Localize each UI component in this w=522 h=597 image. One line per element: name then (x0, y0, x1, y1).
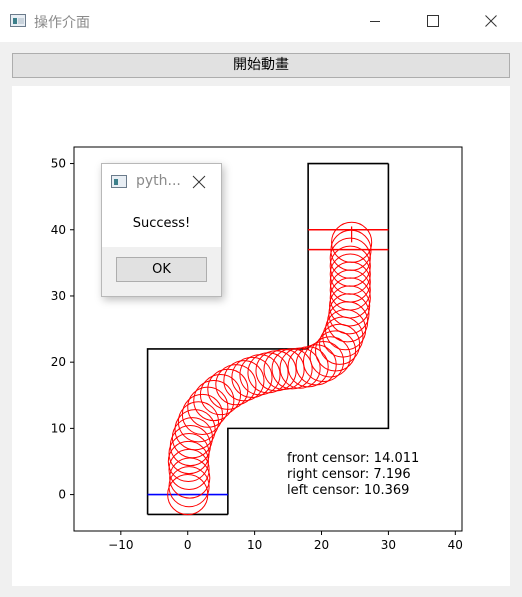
sensor-readout-1: right censor: 7.196 (287, 467, 411, 482)
car-circle-13 (199, 374, 242, 416)
car-circle-9 (177, 401, 219, 443)
car-circle-7 (171, 417, 213, 459)
car-circle-28 (315, 330, 357, 372)
y-tick-label-30: 30 (51, 289, 66, 303)
close-icon (485, 15, 497, 27)
minimize-icon (370, 21, 380, 22)
x-tick-label--10: −10 (108, 538, 133, 552)
car-circle-25 (295, 344, 337, 386)
close-button[interactable] (468, 0, 514, 42)
car-circle-4 (167, 440, 209, 483)
x-tick-label-40: 40 (448, 538, 463, 552)
car-circle-17 (231, 356, 273, 398)
car-circle-22 (271, 348, 313, 390)
sensor-readout-0: front censor: 14.011 (287, 451, 419, 466)
car-circle-40 (329, 237, 371, 279)
app-window-icon (10, 14, 26, 27)
y-tick-label-0: 0 (58, 488, 66, 502)
start-animation-button[interactable]: 開始動畫 (12, 53, 510, 78)
car-path-layer (167, 221, 373, 516)
axes-frame (73, 146, 463, 532)
y-tick-label-10: 10 (51, 421, 66, 435)
car-circle-39 (329, 245, 371, 287)
car-circle-42 (331, 221, 373, 263)
dialog-footer: OK (102, 247, 221, 296)
y-tick-label-20: 20 (51, 355, 66, 369)
car-circle-38 (329, 253, 371, 295)
plot-canvas: −10 0 10 20 30 40 0 10 20 30 40 50 front censor: 14… (12, 86, 510, 586)
car-circle-21 (263, 348, 305, 391)
plot-svg: −10 0 10 20 30 40 0 10 20 30 40 50 front censor: 14… (51, 146, 463, 552)
maximize-icon (427, 15, 439, 27)
axes-layer: −10 0 10 20 30 40 0 10 20 30 40 50 (51, 146, 463, 552)
y-tick-label-50: 50 (51, 157, 66, 171)
car-circle-8 (174, 409, 216, 451)
maximize-button[interactable] (410, 0, 456, 42)
dialog-app-icon (111, 175, 127, 188)
dialog-close-icon[interactable] (191, 174, 207, 190)
car-circle-27 (309, 336, 351, 378)
x-tick-label-10: 10 (247, 538, 262, 552)
car-circle-37 (329, 261, 371, 303)
y-tick-label-40: 40 (51, 223, 66, 237)
car-circle-16 (223, 360, 265, 402)
sensor-readout-2: left censor: 10.369 (287, 483, 409, 498)
window-title: 操作介面 (34, 15, 90, 31)
x-tick-label-0: 0 (184, 538, 192, 552)
success-dialog: pyth... Success! OK (101, 163, 222, 297)
dialog-title: pyth... (136, 173, 181, 189)
track-right-wall (227, 163, 390, 515)
title-bar: 操作介面 (0, 0, 522, 42)
x-tick-label-30: 30 (381, 538, 396, 552)
car-circle-41 (330, 229, 372, 271)
car-circle-3 (168, 448, 210, 490)
car-circle-12 (193, 380, 235, 422)
car-circle-36 (329, 269, 371, 311)
ok-button[interactable]: OK (116, 257, 207, 282)
car-circle-1 (168, 466, 210, 508)
dialog-message: Success! (132, 216, 191, 231)
minimize-button[interactable] (352, 0, 398, 42)
x-tick-label-20: 20 (314, 538, 329, 552)
